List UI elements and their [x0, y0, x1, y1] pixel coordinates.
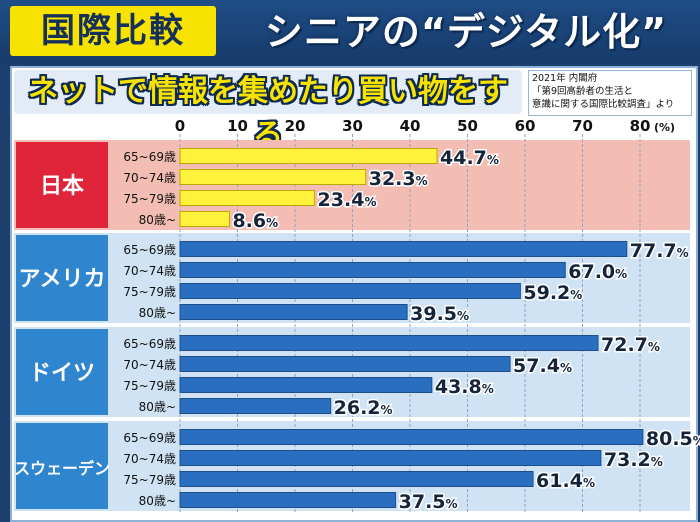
- group-label: スウェーデン: [14, 459, 110, 478]
- page-title: シニアの“デジタル化”: [264, 10, 668, 54]
- category-label: 65~69歳: [123, 150, 176, 164]
- x-tick-label: 30: [342, 117, 363, 135]
- category-label: 65~69歳: [123, 243, 176, 257]
- data-label: 57.4%: [513, 355, 572, 377]
- bar: [179, 450, 602, 466]
- source-line-2: 「第9回高齢者の生活と: [532, 86, 634, 97]
- bar: [179, 169, 367, 185]
- category-label: 75~79歳: [123, 379, 176, 393]
- group-label-box: [16, 329, 108, 415]
- bar: [179, 283, 521, 299]
- x-tick-label: 20: [285, 117, 306, 135]
- data-label: 77.7%: [630, 240, 689, 262]
- bar: [179, 262, 566, 278]
- group-label-box: [16, 142, 108, 228]
- group-label-box: [16, 235, 108, 321]
- category-label: 70~74歳: [123, 264, 176, 278]
- header-tag-background: [10, 6, 216, 56]
- bar: [179, 356, 511, 372]
- bar: [179, 211, 230, 227]
- data-label: 73.2%: [604, 449, 663, 471]
- category-label: 80歳~: [139, 494, 176, 508]
- x-tick-label: 50: [457, 117, 478, 135]
- bar: [179, 190, 316, 206]
- category-label: 65~69歳: [123, 431, 176, 445]
- source-box: [528, 70, 692, 116]
- bar: [179, 429, 644, 445]
- category-label: 75~79歳: [123, 192, 176, 206]
- bar: [179, 398, 332, 414]
- category-label: 70~74歳: [123, 452, 176, 466]
- bar: [179, 304, 408, 320]
- data-label: 8.6%: [232, 210, 278, 232]
- data-label: 43.8%: [435, 376, 494, 398]
- data-label: 80.5%: [646, 428, 700, 450]
- group-label: アメリカ: [19, 267, 106, 292]
- data-label: 39.5%: [410, 303, 469, 325]
- source-line-1: 2021年 内閣府: [532, 73, 598, 84]
- x-tick-label: 40: [400, 117, 421, 135]
- bar: [179, 241, 628, 257]
- x-tick-label: 10: [227, 117, 248, 135]
- unit-label: (%): [654, 121, 675, 134]
- category-label: 70~74歳: [123, 358, 176, 372]
- header-tag: 国際比較: [41, 11, 185, 51]
- category-label: 80歳~: [139, 306, 176, 320]
- x-tick-label: 60: [515, 117, 536, 135]
- x-tick-label: 0: [175, 117, 185, 135]
- bar: [179, 377, 433, 393]
- group-label-box: [16, 423, 108, 509]
- category-label: 75~79歳: [123, 473, 176, 487]
- x-tick-label: 80: [630, 117, 651, 135]
- group-label: 日本: [40, 174, 84, 199]
- category-label: 80歳~: [139, 400, 176, 414]
- category-label: 75~79歳: [123, 285, 176, 299]
- category-label: 70~74歳: [123, 171, 176, 185]
- bar: [179, 335, 599, 351]
- chart-subtitle: ネットで情報を集めたり買い物をする: [14, 70, 522, 153]
- group-label: ドイツ: [29, 361, 95, 386]
- bar: [179, 471, 534, 487]
- bar: [179, 148, 438, 164]
- data-label: 23.4%: [318, 189, 377, 211]
- x-tick-label: 70: [572, 117, 593, 135]
- bar: [179, 492, 397, 508]
- source-line-3: 意識に関する国際比較調査」より: [532, 99, 675, 110]
- category-label: 80歳~: [139, 213, 176, 227]
- category-label: 65~69歳: [123, 337, 176, 351]
